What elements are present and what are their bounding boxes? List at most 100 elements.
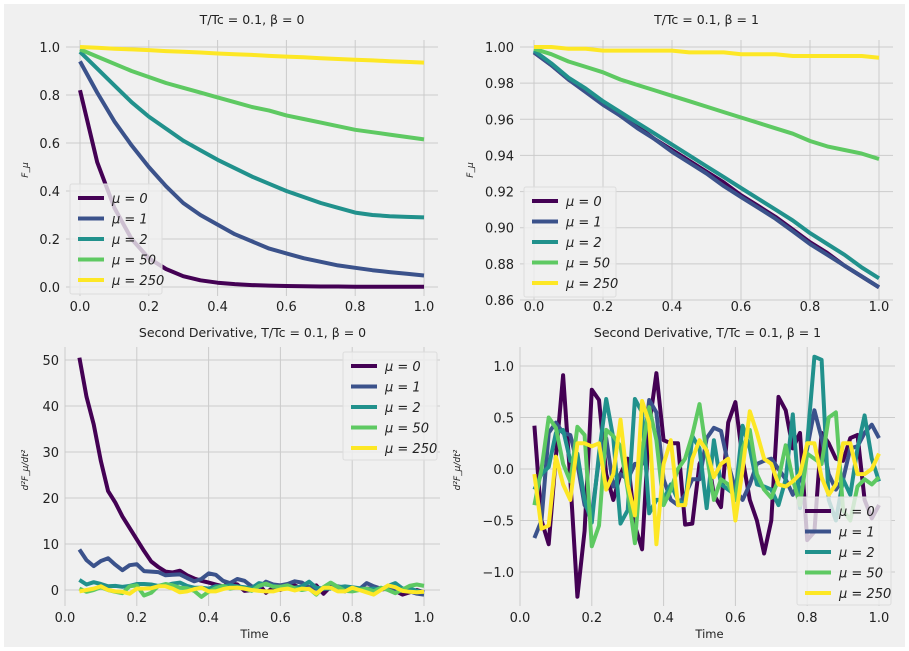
x-tick-label: 0.8 <box>345 300 366 315</box>
y-tick-label: 0.2 <box>39 233 60 248</box>
legend-label: μ = 0 <box>565 195 602 210</box>
legend-label: μ = 50 <box>111 254 156 269</box>
series-line-mu250 <box>79 583 425 597</box>
legend-label: μ = 250 <box>565 277 618 292</box>
x-tick-label: 0.2 <box>593 300 614 315</box>
y-tick-label: 1.0 <box>493 360 514 375</box>
x-tick-label: 0.0 <box>510 611 531 626</box>
y-tick-label: 0.94 <box>485 149 514 164</box>
legend-box <box>796 496 892 606</box>
y-tick-label: 0.92 <box>485 186 514 201</box>
series-line-mu250 <box>79 45 425 65</box>
y-tick-label: 0.88 <box>485 258 514 273</box>
x-tick-label: 0.4 <box>198 611 219 626</box>
y-tick-label: 0.4 <box>39 185 60 200</box>
legend-label: μ = 50 <box>838 567 883 582</box>
x-tick-label: 0.4 <box>653 611 674 626</box>
series-line-mu250 <box>532 399 881 547</box>
legend-label: μ = 50 <box>384 422 429 437</box>
legend-label: μ = 2 <box>111 233 148 248</box>
legend: μ = 0 μ = 1 μ = 2 μ = 50 μ = 250 <box>523 186 618 298</box>
chart-title: T/Tc = 0.1, β = 0 <box>199 12 305 27</box>
series-line-mu50 <box>533 46 880 161</box>
series-line-mu2 <box>78 50 425 220</box>
figure-background <box>4 4 905 647</box>
x-tick-label: 0.0 <box>70 300 91 315</box>
subplot-br: 0.0 0.2 0.4 0.6 0.8 1.0 −1.0 −0.5 0.0 0.5 1.0 Secon… <box>453 325 895 641</box>
y-tick-label: 40 <box>42 400 59 415</box>
x-tick-label: 1.0 <box>414 611 435 626</box>
x-axis-label: Time <box>694 627 723 641</box>
y-tick-label: 0.90 <box>485 222 514 237</box>
legend-label: μ = 2 <box>838 546 875 561</box>
legend-label: μ = 1 <box>565 216 602 231</box>
legend-label: μ = 50 <box>565 257 610 272</box>
x-tick-label: 0.2 <box>138 300 159 315</box>
x-axis-label: Time <box>239 627 268 641</box>
y-tick-label: 0.98 <box>485 77 514 92</box>
y-tick-label: 0.86 <box>485 294 514 309</box>
legend-label: μ = 0 <box>111 192 148 207</box>
y-tick-label: 0.0 <box>39 281 60 296</box>
subplot-tr: 0.0 0.2 0.4 0.6 0.8 1.0 0.86 0.88 0.90 0.92 0.94 0.… <box>466 12 893 315</box>
x-tick-label: 0.2 <box>126 611 147 626</box>
y-axis-label: d²F_μ/dt² <box>21 449 31 490</box>
x-tick-label: 0.6 <box>276 300 297 315</box>
legend-label: μ = 0 <box>838 505 875 520</box>
x-tick-label: 0.8 <box>342 611 363 626</box>
chart-title: Second Derivative, T/Tc = 0.1, β = 1 <box>594 325 821 340</box>
series-line-mu50 <box>79 47 425 142</box>
legend-label: μ = 1 <box>111 213 148 228</box>
legend-label: μ = 0 <box>384 360 421 375</box>
x-tick-label: 0.4 <box>207 300 228 315</box>
legend-box <box>523 186 617 298</box>
legend-label: μ = 2 <box>384 401 421 416</box>
x-tick-label: 0.0 <box>55 611 76 626</box>
y-tick-label: 10 <box>42 538 59 553</box>
legend: μ = 0 μ = 1 μ = 2 μ = 50 μ = 250 <box>796 496 892 606</box>
y-tick-label: 0.0 <box>493 463 514 478</box>
y-tick-label: 30 <box>42 446 59 461</box>
y-tick-label: −1.0 <box>482 566 514 581</box>
x-tick-label: 0.6 <box>725 611 746 626</box>
x-tick-label: 1.0 <box>414 300 435 315</box>
x-tick-label: 0.8 <box>800 300 821 315</box>
y-tick-label: 1.0 <box>39 41 60 56</box>
subplot-tl: 0.0 0.2 0.4 0.6 0.8 1.0 0.0 0.2 0.4 0.6 0.8 1.0 T/Tc… <box>21 12 438 315</box>
chart-title: Second Derivative, T/Tc = 0.1, β = 0 <box>139 325 366 340</box>
series-line-mu1 <box>78 60 425 278</box>
y-tick-label: 20 <box>42 492 59 507</box>
y-axis-label: F_μ <box>466 162 476 178</box>
y-tick-label: 0.8 <box>39 89 60 104</box>
y-tick-label: 0.5 <box>493 412 514 427</box>
y-axis-label: d²F_μ/dt² <box>453 449 463 490</box>
y-tick-label: 0.96 <box>485 113 514 128</box>
y-axis-label: F_μ <box>21 162 31 178</box>
legend-label: μ = 250 <box>111 274 164 289</box>
x-tick-label: 0.4 <box>662 300 683 315</box>
x-tick-label: 1.0 <box>869 300 890 315</box>
series-line-mu250 <box>534 45 880 60</box>
y-tick-label: 0 <box>51 584 59 599</box>
legend-box <box>342 351 438 461</box>
x-tick-label: 0.0 <box>524 300 545 315</box>
y-tick-label: 50 <box>42 354 59 369</box>
legend: μ = 0 μ = 1 μ = 2 μ = 50 μ = 250 <box>342 351 438 461</box>
legend-label: μ = 250 <box>384 442 437 457</box>
legend-label: μ = 1 <box>384 381 421 396</box>
series-line-mu1 <box>532 50 881 289</box>
legend-label: μ = 2 <box>565 236 602 251</box>
y-tick-label: 1.00 <box>485 41 514 56</box>
legend-box <box>69 183 163 295</box>
y-tick-label: −0.5 <box>482 515 514 530</box>
x-tick-label: 1.0 <box>869 611 890 626</box>
x-tick-label: 0.8 <box>797 611 818 626</box>
subplot-bl: 0.0 0.2 0.4 0.6 0.8 1.0 0 10 20 30 40 50 Second Deri… <box>21 325 440 641</box>
legend: μ = 0 μ = 1 μ = 2 μ = 50 μ = 250 <box>69 183 164 295</box>
series-line-mu2 <box>532 48 881 280</box>
chart-title: T/Tc = 0.1, β = 1 <box>653 12 759 27</box>
x-tick-label: 0.6 <box>270 611 291 626</box>
y-tick-label: 0.6 <box>39 137 60 152</box>
x-tick-label: 0.2 <box>581 611 602 626</box>
